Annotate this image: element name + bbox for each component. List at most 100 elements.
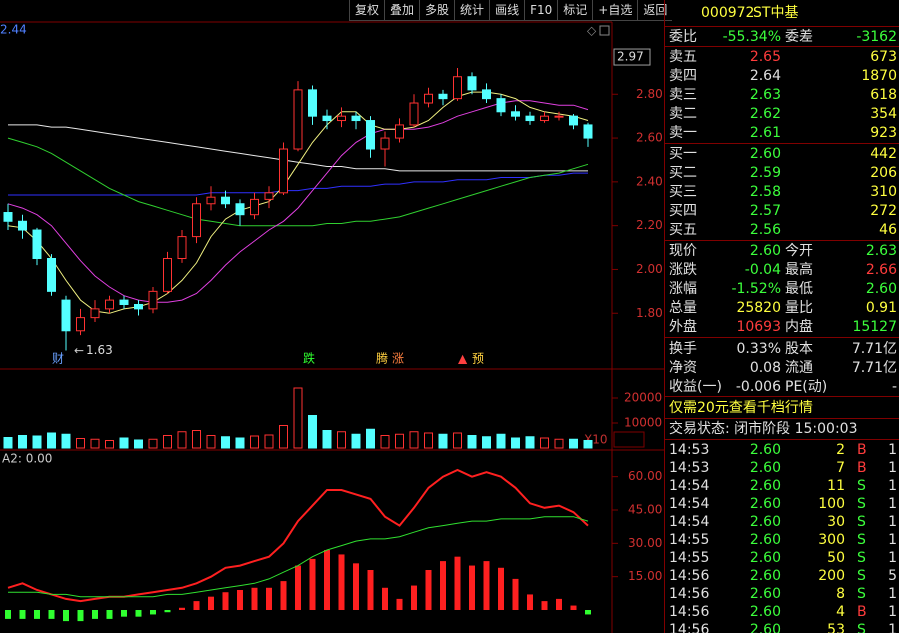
tick-volume: 53 (827, 622, 845, 633)
toolbar-button[interactable]: 画线 (489, 0, 525, 21)
volume: 354 (870, 106, 897, 122)
stock-name: ST中基 (753, 5, 799, 21)
candle-body (525, 115, 535, 122)
tick-side: B (857, 460, 867, 476)
indicator-line (7, 468, 589, 603)
label: 卖五 (669, 49, 697, 65)
indicator-bar (237, 590, 243, 610)
volume-tick-label: 20000 (624, 391, 662, 405)
price: 2.57 (749, 203, 781, 219)
value: -0.04 (744, 262, 781, 278)
candle-body (177, 236, 187, 260)
candle-body (3, 212, 13, 222)
tick-count: 1 (888, 496, 897, 512)
toolbar-button[interactable]: +自选 (592, 0, 638, 21)
icon[interactable] (599, 25, 610, 36)
candle-body (221, 196, 230, 205)
value: 0.33% (736, 341, 781, 357)
indicator-bar (19, 610, 26, 619)
toolbar-button[interactable]: F10 (524, 0, 558, 21)
label: 量比 (785, 300, 813, 316)
tick-count: 1 (888, 532, 897, 548)
volume-tick-label: 10000 (624, 416, 662, 430)
volume-bar (438, 433, 448, 449)
y-tick-label: 2.80 (636, 87, 663, 101)
tick-price: 2.60 (749, 496, 781, 512)
tick-time: 14:54 (669, 514, 710, 530)
tick-time: 14:56 (669, 568, 710, 584)
candle-body (583, 124, 593, 139)
candle-body (148, 290, 158, 310)
volume-bar (90, 438, 100, 449)
volume-bar (221, 436, 230, 449)
top-left-label: 2.44 (0, 23, 27, 37)
price: 2.64 (749, 68, 781, 84)
label: 外盘 (669, 319, 697, 335)
separator (665, 26, 899, 27)
value: -55.34% (722, 29, 781, 45)
tick-side: B (857, 442, 867, 458)
volume: 618 (870, 87, 897, 103)
volume: 46 (879, 222, 897, 238)
label: 买二 (669, 165, 697, 181)
candle-body (293, 89, 303, 150)
volume-bar (250, 435, 259, 449)
label: 委差 (785, 29, 813, 45)
label: 卖四 (669, 68, 697, 84)
candle-body (134, 303, 143, 310)
annotation: 涨 (392, 351, 404, 366)
volume-bar (453, 432, 462, 449)
ma-line (7, 100, 589, 303)
volume-bar (61, 433, 71, 449)
tick-side: S (857, 496, 866, 512)
volume: 206 (870, 165, 897, 181)
price: 2.58 (749, 184, 781, 200)
volume: 442 (870, 146, 897, 162)
price: 2.63 (749, 87, 781, 103)
separator (665, 337, 899, 338)
label: 现价 (669, 243, 697, 259)
label: 收益(一) (669, 379, 722, 395)
candle-body (18, 220, 27, 231)
candle-body (90, 308, 100, 319)
separator (665, 240, 899, 241)
volume-bar (540, 437, 549, 449)
label: 流通 (785, 360, 813, 376)
volume-bar (395, 433, 404, 449)
label: 净资 (669, 360, 697, 376)
volume-bar (496, 433, 506, 449)
label: 换手 (669, 341, 697, 357)
tick-count: 1 (888, 550, 897, 566)
quote-panel: 000972 ST中基 委比 -55.34% 委差 -3162 卖五 2.65 673 卖四 2.6… (664, 0, 899, 633)
label: 内盘 (785, 319, 813, 335)
candle-body (163, 258, 172, 292)
toolbar-button[interactable]: 叠加 (384, 0, 420, 21)
toolbar-button[interactable]: 统计 (454, 0, 490, 21)
label: 卖三 (669, 87, 697, 103)
volume-bar (192, 430, 201, 449)
candle-body (395, 124, 404, 139)
volume-bar (351, 433, 361, 449)
indicator-bar (483, 561, 490, 610)
tick-count: 1 (888, 586, 897, 602)
candle-body (467, 76, 477, 91)
value: 0.08 (749, 360, 781, 376)
y-tick-label: 1.80 (636, 306, 663, 320)
indicator-bar (512, 578, 519, 610)
toolbar-button[interactable]: 标记 (557, 0, 593, 21)
volume-bar (293, 387, 303, 449)
y-tick-label: 2.20 (636, 218, 663, 232)
separator (665, 143, 899, 144)
tick-side: S (857, 622, 866, 633)
candle-body (482, 89, 491, 100)
label: 买一 (669, 146, 697, 162)
trade-status: 交易状态: 闭市阶段 15:00:03 (669, 421, 858, 437)
toolbar-button[interactable]: 多股 (419, 0, 455, 21)
icon[interactable]: ◇ (587, 24, 597, 38)
toolbar-button[interactable]: 返回 (637, 0, 673, 21)
candle-body (366, 120, 375, 150)
label: 买三 (669, 184, 697, 200)
volume-bar (134, 439, 143, 449)
toolbar-button[interactable]: 复权 (349, 0, 385, 21)
